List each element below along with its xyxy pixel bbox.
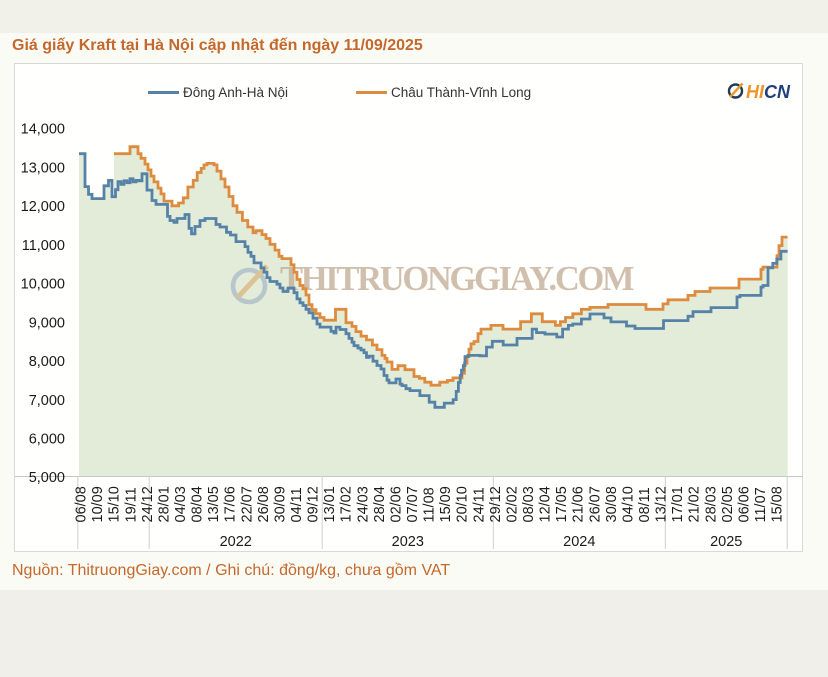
svg-text:28/01: 28/01 <box>156 486 172 522</box>
svg-text:2022: 2022 <box>220 534 252 550</box>
svg-text:13/05: 13/05 <box>206 486 222 522</box>
svg-text:28/03: 28/03 <box>703 486 719 522</box>
svg-text:19/11: 19/11 <box>123 487 139 522</box>
svg-text:21/06: 21/06 <box>571 486 587 522</box>
svg-text:24/12: 24/12 <box>140 486 156 522</box>
svg-text:12/04: 12/04 <box>538 486 554 522</box>
svg-text:10/09: 10/09 <box>90 486 106 522</box>
svg-text:20/10: 20/10 <box>455 486 471 522</box>
svg-text:6,000: 6,000 <box>29 432 65 448</box>
svg-text:26/07: 26/07 <box>587 486 603 522</box>
svg-text:9,000: 9,000 <box>29 315 65 331</box>
svg-text:THITRUONGGIAY.COM: THITRUONGGIAY.COM <box>280 260 634 298</box>
svg-text:08/04: 08/04 <box>190 486 206 522</box>
svg-text:5,000: 5,000 <box>29 470 65 486</box>
svg-text:17/02: 17/02 <box>339 486 355 522</box>
svg-text:15/10: 15/10 <box>107 486 123 522</box>
svg-text:09/12: 09/12 <box>306 486 322 522</box>
svg-text:2023: 2023 <box>392 534 424 550</box>
svg-text:14,000: 14,000 <box>21 122 65 138</box>
svg-text:13,000: 13,000 <box>21 160 65 176</box>
svg-text:HICN: HICN <box>746 82 791 102</box>
svg-text:17/05: 17/05 <box>554 486 570 522</box>
svg-text:28/04: 28/04 <box>372 486 388 522</box>
svg-text:Đông Anh-Hà Nội: Đông Anh-Hà Nội <box>183 85 288 100</box>
svg-text:2024: 2024 <box>563 534 595 550</box>
svg-text:24/03: 24/03 <box>355 486 371 522</box>
svg-text:06/08: 06/08 <box>74 486 90 522</box>
svg-text:26/08: 26/08 <box>256 486 272 522</box>
svg-text:15/08: 15/08 <box>770 486 786 522</box>
svg-text:02/02: 02/02 <box>504 486 520 522</box>
svg-text:04/11: 04/11 <box>289 487 305 522</box>
svg-text:11,000: 11,000 <box>22 238 65 254</box>
svg-text:2025: 2025 <box>710 534 742 550</box>
svg-text:10,000: 10,000 <box>21 277 65 293</box>
svg-text:30/09: 30/09 <box>272 486 288 522</box>
svg-text:30/08: 30/08 <box>604 486 620 522</box>
svg-text:04/03: 04/03 <box>173 486 189 522</box>
svg-text:08/03: 08/03 <box>521 486 537 522</box>
svg-text:15/09: 15/09 <box>438 486 454 522</box>
svg-text:04/10: 04/10 <box>620 486 636 522</box>
svg-text:17/01: 17/01 <box>670 486 686 522</box>
svg-text:02/05: 02/05 <box>720 486 736 522</box>
svg-text:17/06: 17/06 <box>223 486 239 522</box>
svg-text:12,000: 12,000 <box>21 199 65 215</box>
svg-text:08/11: 08/11 <box>637 487 653 522</box>
svg-text:Châu Thành-Vĩnh Long: Châu Thành-Vĩnh Long <box>391 85 531 100</box>
svg-text:8,000: 8,000 <box>29 354 65 370</box>
svg-text:02/06: 02/06 <box>388 486 404 522</box>
svg-text:21/02: 21/02 <box>687 486 703 522</box>
svg-text:06/06: 06/06 <box>736 486 752 522</box>
svg-text:24/11: 24/11 <box>471 487 487 522</box>
svg-text:11/07: 11/07 <box>753 487 769 522</box>
svg-text:11/08: 11/08 <box>422 487 438 522</box>
svg-text:7,000: 7,000 <box>29 393 65 409</box>
svg-text:29/12: 29/12 <box>488 486 504 522</box>
svg-text:22/07: 22/07 <box>239 486 255 522</box>
svg-text:13/12: 13/12 <box>654 486 670 522</box>
svg-text:07/07: 07/07 <box>405 486 421 522</box>
svg-text:13/01: 13/01 <box>322 486 338 522</box>
